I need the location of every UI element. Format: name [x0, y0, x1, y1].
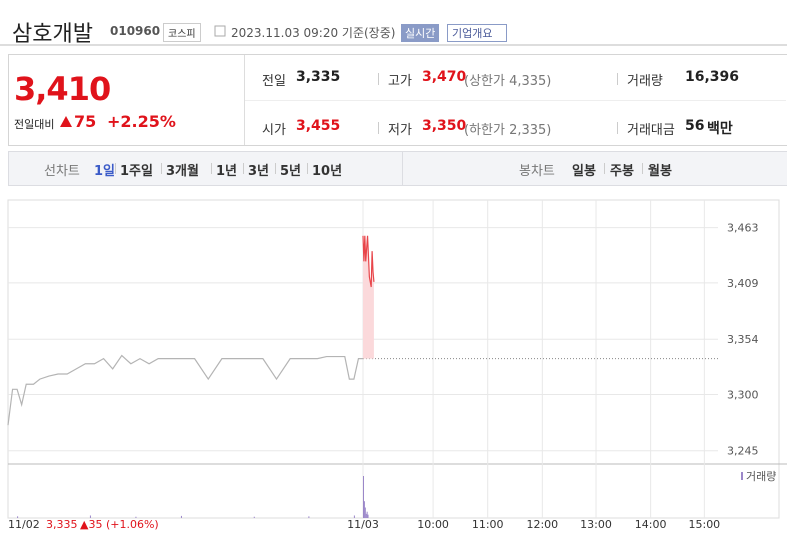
realtime-button[interactable]: 실시간: [401, 24, 440, 42]
tab[interactable]: 1년: [216, 164, 238, 179]
tab[interactable]: 5년: [280, 164, 302, 179]
stat-label: 거래대금: [627, 123, 675, 138]
stat-value: 3,350: [422, 118, 467, 134]
x-tick-label: 11/03: [347, 518, 379, 531]
x-tick-label: 13:00: [580, 518, 612, 531]
tab[interactable]: 3개월: [166, 164, 199, 179]
tab[interactable]: 3년: [248, 164, 270, 179]
stat-sep: [378, 122, 379, 134]
volume-bar: [363, 476, 364, 518]
y-tick-label: 3,245: [727, 445, 759, 458]
tab[interactable]: 일봉: [572, 164, 596, 179]
volume-bar: [135, 516, 137, 518]
quote-divider: [244, 55, 245, 145]
x-tick-label: 14:00: [635, 518, 667, 531]
quote-box: [8, 54, 787, 146]
y-tick-label: 3,409: [727, 277, 759, 290]
stat-note: (상한가 4,335): [464, 74, 552, 89]
x-tick-label: 10:00: [417, 518, 449, 531]
quote-divider: [245, 100, 786, 101]
tab-label: 선차트: [44, 164, 80, 179]
volume-bar: [367, 514, 369, 518]
chart: 3,245 3,300 3,354 3,409 3,463 11/03 10:00 11:00…: [7, 199, 787, 531]
footer-change: ▲35 (+1.06%): [80, 518, 159, 531]
x-tick-label: 11:00: [472, 518, 504, 531]
stat-sep: [617, 73, 618, 85]
tab-sep: [307, 163, 308, 174]
y-tick-label: 3,463: [727, 222, 759, 235]
tab-sep: [604, 163, 605, 174]
market-badge: 코스피: [163, 23, 201, 42]
stat-label: 시가: [262, 123, 286, 138]
tab[interactable]: 주봉: [610, 164, 634, 179]
stat-value: 3,470: [422, 69, 467, 85]
stat-label: 전일: [262, 74, 286, 89]
y-tick-label: 3,300: [727, 388, 759, 401]
company-button[interactable]: 기업개요: [447, 24, 508, 42]
tab-label: 봉차트: [519, 164, 555, 179]
stat-label: 저가: [388, 123, 412, 138]
price-line: [7, 354, 363, 426]
tab-sep: [243, 163, 244, 174]
volume-bar: [308, 516, 310, 518]
stock-name: 삼호개발: [12, 22, 93, 47]
footer-close: 3,335: [46, 518, 78, 531]
volume-bar: [366, 511, 368, 518]
price-line: [362, 235, 375, 288]
stat-sep: [378, 73, 379, 85]
current-price: 3,410: [14, 70, 111, 108]
x-tick-label: 15:00: [688, 518, 720, 531]
volume-bar: [89, 515, 91, 518]
change-amount: 75: [74, 112, 97, 131]
stat-label: 고가: [388, 74, 412, 89]
tab[interactable]: 1일: [94, 164, 116, 179]
tab-bar: [8, 151, 787, 186]
volume-bar: [364, 507, 366, 518]
tab[interactable]: 10년: [312, 164, 343, 179]
stat-value: 56: [685, 118, 705, 134]
legend-swatch: [741, 472, 743, 480]
volume-bar: [253, 516, 255, 518]
tab-sep: [275, 163, 276, 174]
x-tick-label: 12:00: [526, 518, 558, 531]
stock-code: 010960: [110, 24, 161, 38]
stat-label: 거래량: [627, 74, 663, 89]
clock-icon: [214, 25, 226, 37]
up-arrow: [60, 116, 72, 127]
plot-frame: [7, 199, 780, 519]
volume-bar: [17, 516, 19, 518]
stat-value: 3,455: [296, 118, 341, 134]
volume-bar: [363, 501, 365, 518]
change-label: 전일대비: [14, 118, 55, 131]
volume-bar: [353, 515, 355, 518]
stat-note: (하한가 2,335): [464, 123, 552, 138]
stat-unit: 백만: [707, 121, 733, 137]
tab-sep: [161, 163, 162, 174]
stat-sep: [617, 122, 618, 134]
tab[interactable]: 월봉: [648, 164, 672, 179]
tab-sep: [115, 163, 116, 174]
volume-bar: [180, 515, 182, 518]
volume-bar: [365, 513, 367, 518]
timestamp: 2023.11.03 09:20 기준(장중): [231, 26, 396, 40]
tab-sep: [642, 163, 643, 174]
change-percent: +2.25%: [107, 112, 176, 131]
divider: [0, 44, 787, 46]
tab-sep: [211, 163, 212, 174]
tab[interactable]: 1주일: [120, 164, 153, 179]
stat-value: 16,396: [685, 69, 740, 85]
legend-label: 거래량: [746, 470, 776, 483]
footer-date: 11/02: [8, 518, 40, 531]
area: [363, 235, 374, 359]
stat-value: 3,335: [296, 69, 341, 85]
tab-divider: [402, 152, 403, 185]
y-tick-label: 3,354: [727, 333, 759, 346]
